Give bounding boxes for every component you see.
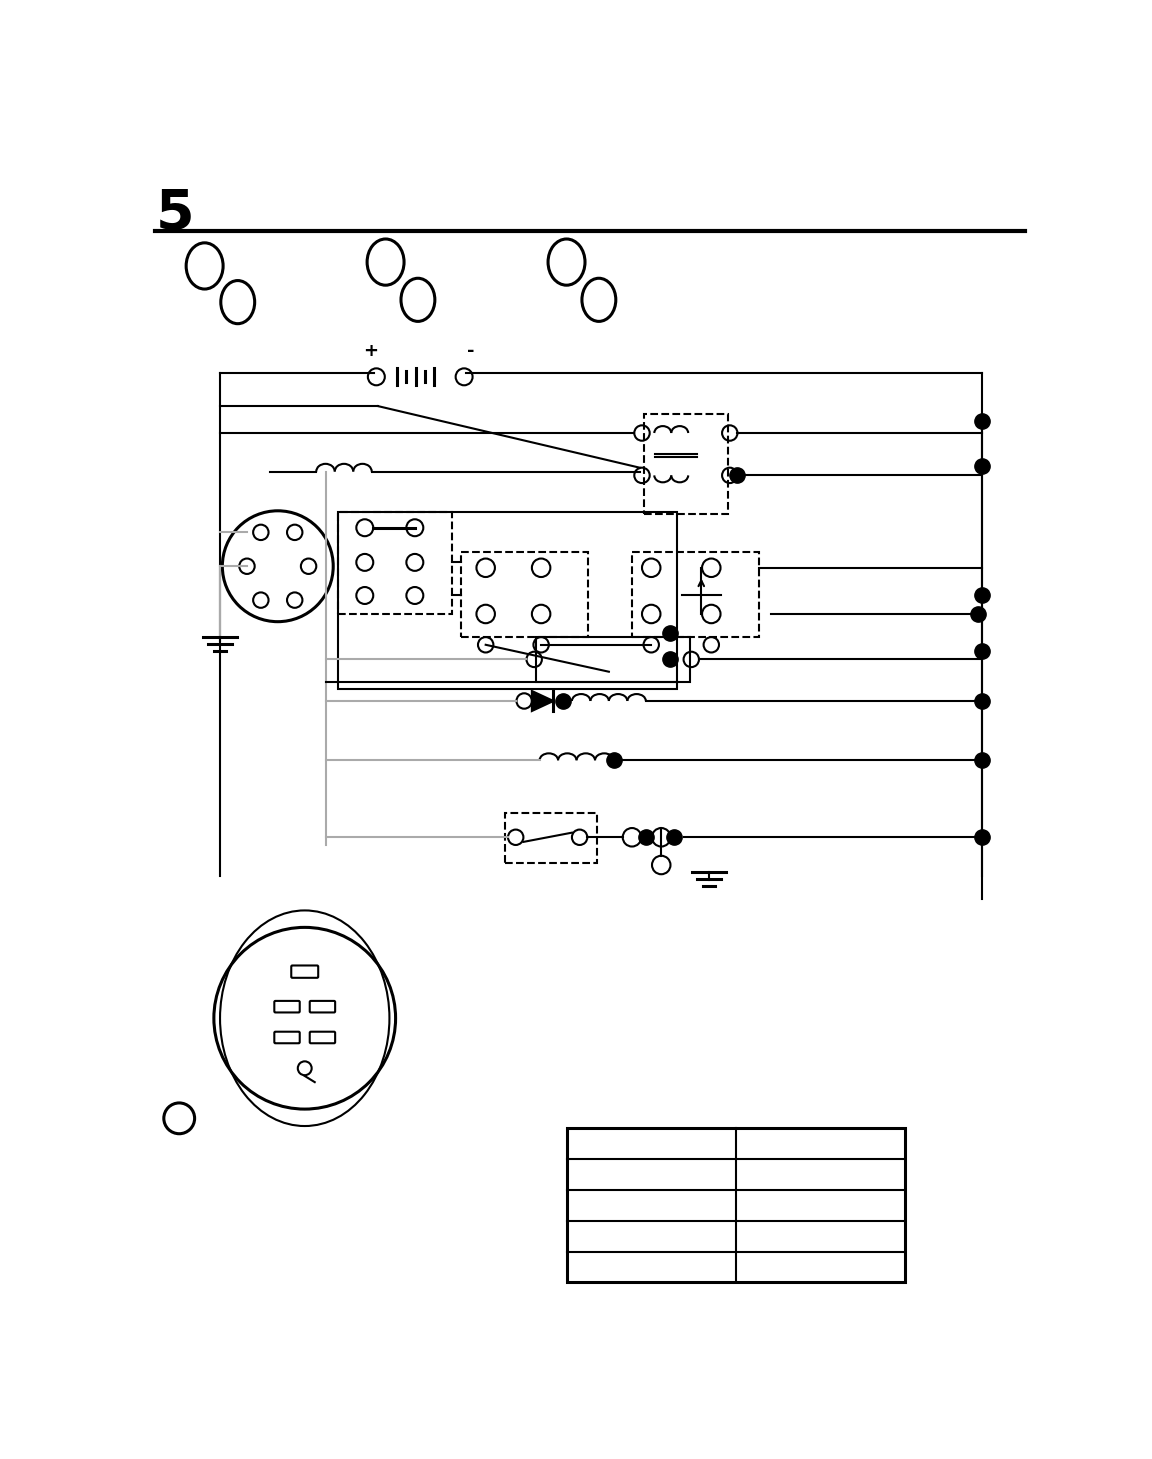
Bar [338,512,452,614]
Bar [567,1128,905,1282]
Bar [461,553,588,638]
Bar [536,638,690,681]
Bar [644,414,728,514]
Text: 5: 5 [157,187,195,241]
Text: +: + [363,341,379,360]
Polygon shape [532,692,553,711]
Text: -: - [468,341,475,360]
Bar [632,553,759,638]
Bar [505,813,598,862]
Bar [338,512,676,690]
